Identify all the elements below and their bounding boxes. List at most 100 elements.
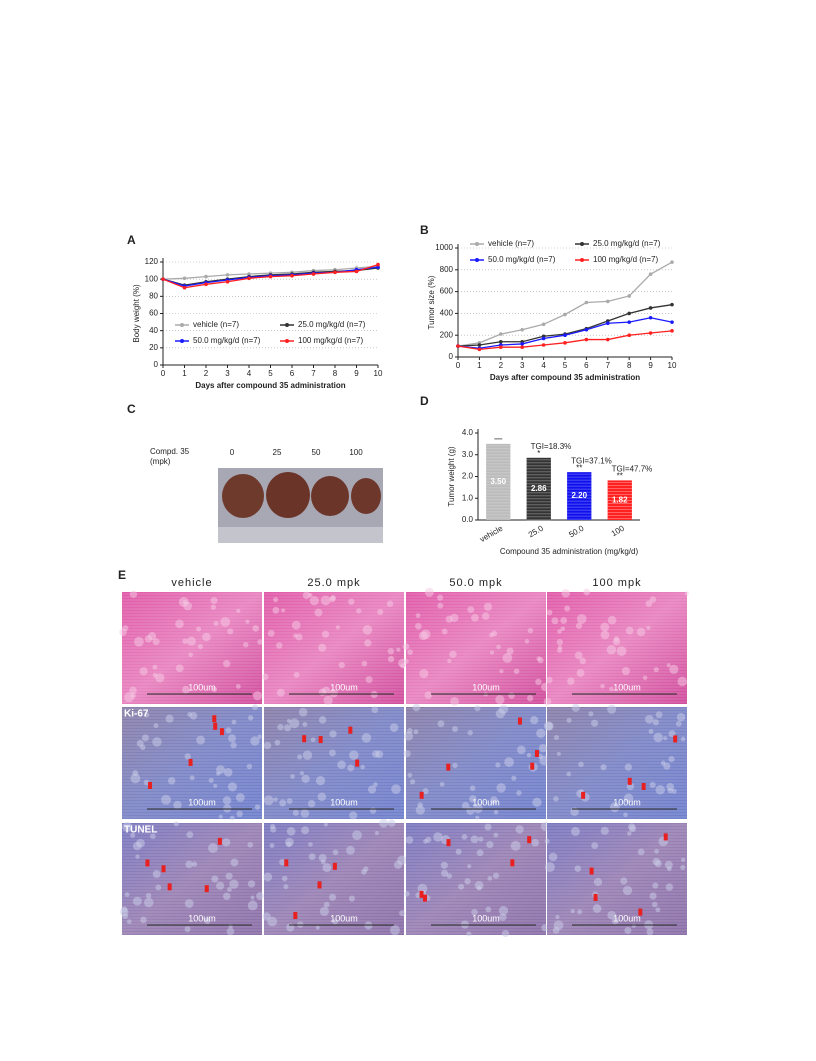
cell-texture (235, 793, 245, 802)
cell-texture (279, 858, 286, 866)
cell-texture (419, 669, 429, 679)
cell-texture (318, 643, 327, 652)
scale-bar-label: 100um (188, 797, 216, 807)
cell-texture (607, 910, 616, 920)
cell-texture (227, 782, 238, 792)
data-point (563, 333, 567, 338)
cell-texture (150, 833, 156, 840)
cell-texture (543, 721, 553, 731)
cell-texture (437, 720, 445, 728)
cell-texture (502, 652, 513, 663)
data-point (606, 321, 610, 326)
cell-texture (273, 797, 278, 802)
micrograph (547, 592, 687, 704)
annotation: TGI=18.3% (531, 442, 572, 451)
cell-texture (544, 862, 555, 873)
marker-arrow (446, 763, 451, 771)
cell-texture (361, 660, 368, 667)
x-tick-label: 0 (161, 369, 166, 378)
cell-texture (544, 838, 550, 844)
marker-arrow (641, 782, 646, 790)
cell-texture (625, 626, 634, 635)
column-header: vehicle (171, 577, 212, 589)
cell-texture (510, 840, 521, 851)
y-tick-label: 120 (145, 257, 159, 266)
data-point (225, 273, 230, 277)
legend-label: vehicle (n=7) (488, 239, 534, 248)
cell-texture (646, 625, 651, 630)
panel-label: C (127, 402, 136, 416)
scale-bar-label: 100um (330, 913, 358, 923)
cell-texture (387, 647, 395, 655)
cell-texture (644, 714, 654, 724)
tumor (222, 474, 264, 518)
cell-texture (555, 914, 560, 920)
marker-arrow (527, 836, 532, 844)
cell-texture (332, 849, 339, 856)
legend-marker (580, 258, 584, 262)
marker-arrow (419, 890, 424, 898)
marker-arrow (302, 735, 307, 743)
cell-texture (122, 822, 133, 832)
dose-label: 0 (230, 448, 235, 457)
cell-texture (140, 916, 147, 924)
cell-texture (302, 722, 308, 727)
marker-arrow (534, 750, 539, 758)
cell-texture (578, 761, 584, 768)
marker-arrow (284, 859, 289, 867)
cell-texture (145, 892, 152, 899)
x-tick-label: 10 (668, 361, 677, 370)
cell-texture (225, 727, 232, 734)
cell-texture (126, 919, 132, 925)
cell-texture (184, 926, 191, 933)
cell-texture (499, 669, 504, 674)
cell-texture (295, 633, 303, 641)
cell-texture (213, 783, 218, 788)
cell-texture (396, 647, 401, 652)
cell-texture (668, 756, 675, 763)
cell-texture (223, 767, 233, 777)
cell-texture (498, 905, 509, 916)
cell-texture (173, 821, 179, 827)
cell-texture (516, 790, 522, 796)
y-tick-label: 600 (440, 287, 454, 296)
cell-texture (390, 925, 400, 936)
cell-texture (141, 734, 149, 742)
cell-texture (675, 721, 682, 727)
cell-texture (467, 730, 473, 736)
cell-texture (129, 590, 138, 598)
cell-texture (220, 617, 231, 627)
y-axis-label: Body weight (%) (132, 284, 141, 343)
cell-texture (546, 609, 553, 616)
cell-texture (276, 688, 285, 697)
cell-texture (386, 600, 394, 607)
cell-texture (144, 897, 154, 908)
cell-texture (400, 663, 406, 669)
cell-texture (283, 724, 292, 732)
cell-texture (347, 764, 355, 772)
cell-texture (654, 849, 659, 854)
cell-texture (680, 864, 686, 871)
column-header: 50.0 mpk (449, 577, 502, 589)
cell-texture (222, 796, 232, 805)
cell-texture (216, 881, 225, 890)
cell-texture (186, 831, 194, 839)
significance: ** (576, 463, 582, 472)
cell-texture (329, 596, 336, 603)
cell-texture (469, 785, 476, 792)
y-tick-label: 20 (149, 343, 158, 352)
cell-texture (652, 719, 659, 726)
cell-texture (189, 775, 195, 781)
cell-texture (676, 712, 686, 722)
x-tick-label: 2 (499, 361, 504, 370)
marker-arrow (593, 893, 598, 901)
cell-texture (461, 801, 470, 810)
cell-texture (440, 861, 448, 869)
column-header: 100 mpk (592, 577, 641, 589)
annotation: TGI=37.1% (571, 456, 612, 465)
cell-texture (475, 815, 480, 820)
cell-texture (298, 707, 308, 717)
cell-texture (361, 733, 372, 743)
cell-texture (222, 660, 231, 668)
cell-texture (122, 913, 129, 920)
